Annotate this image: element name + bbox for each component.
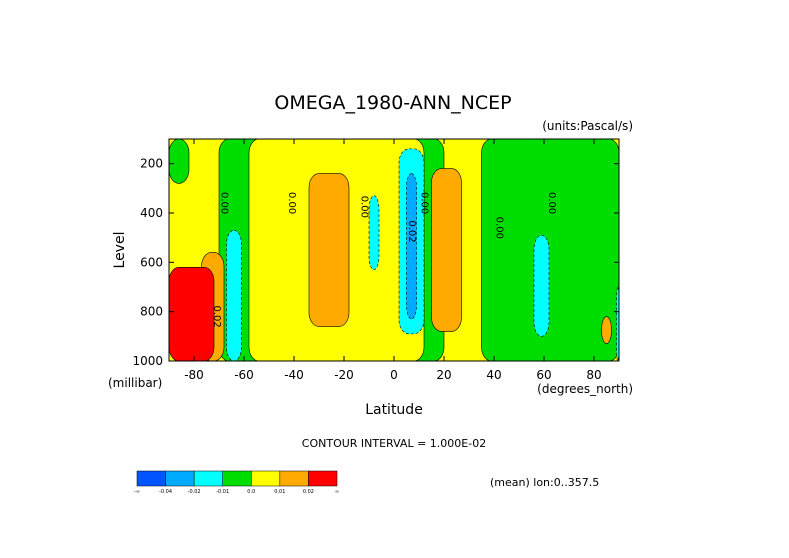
units-label: (units:Pascal/s) [542, 119, 633, 133]
y-tick-label-0: 200 [140, 157, 163, 171]
y-tick-label-2: 600 [140, 255, 163, 269]
chart-title: OMEGA_1980-ANN_NCEP [274, 92, 511, 114]
colorbar-label-1: -0.04 [159, 489, 172, 495]
contour-region-10 [368, 195, 380, 271]
contour-region-9 [226, 229, 242, 362]
contour-region-2 [168, 138, 190, 184]
x-tick-label-7: 60 [536, 368, 551, 382]
x-axis: -80 -60 -40 -20 0 20 40 60 80 [184, 139, 602, 382]
contour-region-8 [601, 316, 612, 345]
x-tick-label-2: -40 [284, 368, 304, 382]
contour-label-2: 0.00 [359, 196, 370, 218]
contour-region-5 [308, 173, 350, 327]
contour-fill-regions [168, 138, 620, 362]
contour-region-3 [481, 138, 620, 362]
contour-label-5: 0.00 [494, 217, 505, 239]
colorbar-label-3: -0.01 [216, 489, 229, 495]
x-axis-label: Latitude [365, 402, 423, 418]
contour-label-7: 0.02 [211, 305, 222, 327]
contour-region-13 [533, 234, 550, 337]
contour-region-6 [431, 168, 462, 332]
contour-label-1: 0.00 [286, 192, 297, 214]
x-tick-label-6: 40 [486, 368, 501, 382]
y-tick-label-4: 1000 [132, 354, 163, 368]
colorbar-swatch-6 [308, 470, 338, 487]
y-axis-label: Level [112, 232, 128, 269]
colorbar-swatch-1 [165, 470, 195, 487]
y-axis: 200 400 600 800 1000 [132, 157, 619, 368]
colorbar: -∞ -0.04 -0.02 -0.01 0.0 0.01 0.02 ∞ [134, 470, 339, 495]
mean-lon-text: (mean) lon:0..357.5 [490, 476, 599, 489]
colorbar-swatch-0 [136, 470, 166, 487]
x-tick-label-5: 20 [436, 368, 451, 382]
x-tick-label-1: -60 [234, 368, 254, 382]
colorbar-swatch-2 [193, 470, 223, 487]
colorbar-label-2: -0.02 [188, 489, 201, 495]
x-tick-label-3: -20 [334, 368, 354, 382]
colorbar-label-7: ∞ [335, 489, 339, 495]
colorbar-label-6: 0.02 [303, 489, 314, 495]
x-unit-label: (degrees_north) [537, 382, 633, 396]
x-tick-label-4: 0 [390, 368, 398, 382]
y-unit-label: (millibar) [108, 376, 162, 390]
contour-region-12 [406, 173, 417, 320]
contour-label-0: 0.00 [219, 192, 230, 214]
colorbar-swatch-3 [222, 470, 252, 487]
y-tick-label-3: 800 [140, 305, 163, 319]
colorbar-label-4: 0.0 [247, 489, 255, 495]
x-tick-label-8: 80 [586, 368, 601, 382]
colorbar-swatch-4 [251, 470, 281, 487]
contour-region-15 [168, 266, 215, 362]
contour-labels: 0.00 0.00 0.00 0.000.02 0.000.000.02 [211, 192, 557, 328]
contour-label-6: 0.00 [546, 192, 557, 214]
contour-label-3: 0.00 [419, 192, 430, 214]
colorbar-label-0: -∞ [134, 489, 140, 495]
colorbar-swatch-5 [279, 470, 309, 487]
y-tick-label-1: 400 [140, 206, 163, 220]
x-tick-label-0: -80 [184, 368, 204, 382]
contour-interval-text: CONTOUR INTERVAL = 1.000E-02 [302, 437, 486, 450]
colorbar-label-5: 0.01 [274, 489, 285, 495]
contour-label-4: 0.02 [406, 220, 417, 242]
